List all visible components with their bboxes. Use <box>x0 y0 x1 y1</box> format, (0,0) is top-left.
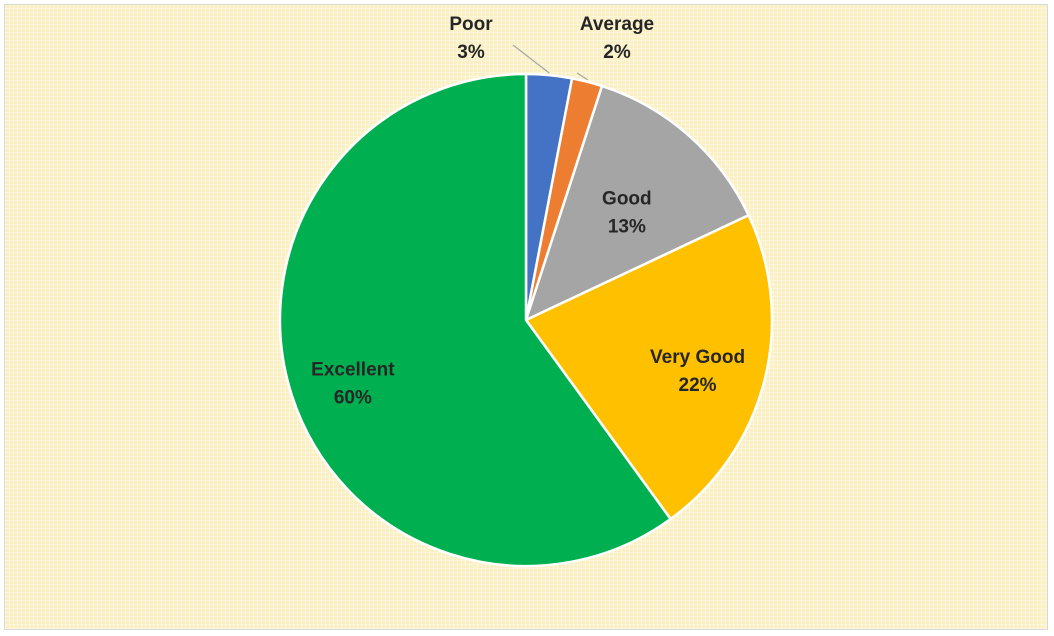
pie-chart: Poor 3% Average 2% Good 13% Very Good 22% Excell… <box>278 14 774 568</box>
slice-value-very-good: 22% <box>679 375 717 396</box>
slice-label-very-good: Very Good <box>650 347 745 368</box>
chart-area: Poor 3% Average 2% Good 13% Very Good 22% Excell… <box>4 4 1048 630</box>
pie-slice-good <box>524 84 750 322</box>
slice-value-good: 13% <box>608 217 646 238</box>
leader-line-poor <box>512 44 550 74</box>
slice-value-poor: 3% <box>457 42 485 63</box>
leader-line-average <box>576 72 588 81</box>
slice-label-average: Average <box>580 14 654 35</box>
pie-slice-excellent <box>278 72 672 568</box>
slice-label-good: Good <box>602 189 652 210</box>
slice-label-excellent: Excellent <box>311 359 395 380</box>
pie-slice-very-good <box>524 214 774 521</box>
slice-value-average: 2% <box>603 42 631 63</box>
slice-label-poor: Poor <box>449 14 493 35</box>
slice-value-excellent: 60% <box>334 387 372 408</box>
